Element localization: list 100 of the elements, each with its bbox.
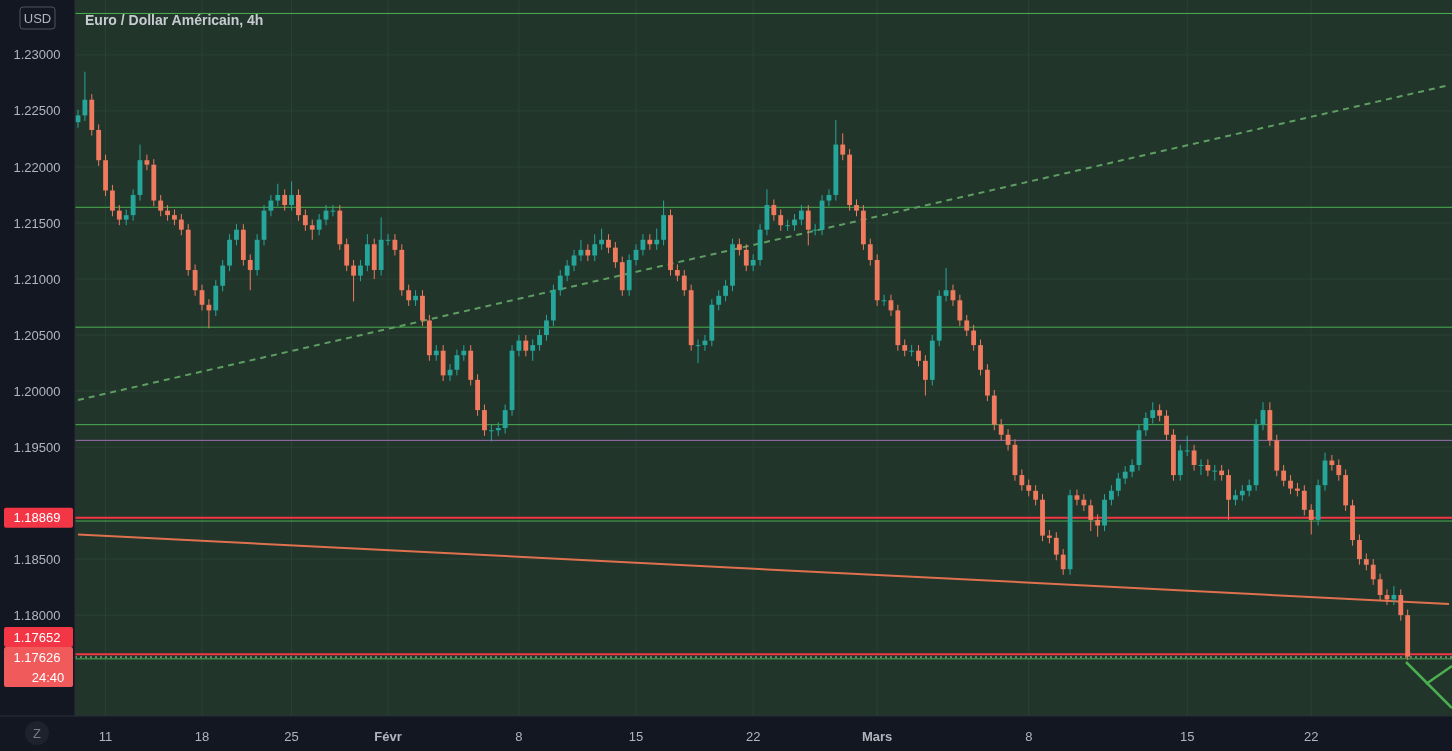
candlestick xyxy=(1081,493,1087,512)
x-tick-label: Févr xyxy=(374,728,402,744)
text: Z xyxy=(33,725,42,741)
candlestick xyxy=(805,204,811,246)
candlestick xyxy=(798,204,804,226)
y-tick-label: 1.21500 xyxy=(13,215,61,231)
x-tick-label: 22 xyxy=(1303,728,1319,744)
candlestick xyxy=(178,213,184,236)
candlestick xyxy=(330,204,336,217)
x-tick-label: 15 xyxy=(628,728,644,744)
candlestick xyxy=(1377,573,1383,602)
y-tick-label: 1.20500 xyxy=(13,327,61,343)
candlestick xyxy=(1329,454,1335,472)
candlestick xyxy=(275,183,281,207)
candlestick xyxy=(612,241,618,269)
candlestick xyxy=(144,154,150,171)
x-tick-label: 8 xyxy=(1025,728,1033,744)
candlestick xyxy=(1398,588,1404,622)
text: 24:40 xyxy=(31,669,65,685)
x-tick-label: 11 xyxy=(98,728,113,744)
candlestick xyxy=(302,209,308,232)
candlestick xyxy=(1164,409,1169,441)
x-tick-label: 8 xyxy=(515,728,523,744)
y-tick-label: 1.19500 xyxy=(13,439,61,455)
candlestick xyxy=(1109,484,1114,506)
candlestick xyxy=(358,259,363,282)
candlestick xyxy=(1205,458,1211,477)
x-tick-label: 25 xyxy=(284,728,299,744)
candlestick xyxy=(364,233,370,272)
candlestick xyxy=(282,188,288,212)
candlestick xyxy=(606,233,611,254)
y-tick-label: 1.18500 xyxy=(13,551,61,567)
y-tick-label: 1.20000 xyxy=(13,383,61,399)
candlestick xyxy=(1357,533,1362,566)
candlestick xyxy=(1288,474,1293,495)
candlestick xyxy=(537,328,542,352)
candlestick xyxy=(1191,444,1197,472)
candlestick xyxy=(1074,489,1080,506)
candlestick xyxy=(564,259,570,282)
candlestick xyxy=(998,418,1004,441)
candlestick xyxy=(523,334,529,357)
candlestick xyxy=(158,194,164,217)
candlestick xyxy=(530,339,536,362)
candlestick xyxy=(296,188,301,222)
y-tick-label: 1.22500 xyxy=(13,103,61,119)
y-tick-label: 1.22000 xyxy=(13,159,61,175)
candlestick xyxy=(116,204,122,226)
candlestick xyxy=(406,284,412,307)
candlestick xyxy=(971,324,977,352)
candlestick xyxy=(351,259,356,302)
candlestick xyxy=(1150,401,1156,425)
candlestick xyxy=(82,71,88,122)
candlestick xyxy=(571,249,577,272)
candlestick xyxy=(502,404,508,435)
candlestick xyxy=(592,233,598,262)
candlestick xyxy=(1088,499,1094,532)
candlestick xyxy=(654,228,660,251)
candlestick xyxy=(785,219,791,232)
text: Euro / Dollar Américain, 4h xyxy=(85,11,264,28)
candlestick xyxy=(344,238,350,272)
candlestick xyxy=(1212,464,1218,482)
candlestick xyxy=(268,194,274,217)
y-axis-title: USD xyxy=(23,10,52,26)
candlestick xyxy=(1391,585,1397,606)
candlestick xyxy=(309,219,315,241)
candlestick xyxy=(316,213,322,236)
candlestick xyxy=(220,259,226,292)
candlestick xyxy=(909,344,915,357)
candlestick xyxy=(778,209,784,232)
candlestick xyxy=(130,188,136,222)
candlestick xyxy=(1336,458,1342,482)
candlestick xyxy=(1281,464,1287,487)
ref-line-label: 1.18869 xyxy=(13,510,61,526)
candlestick xyxy=(1308,503,1314,535)
candlestick xyxy=(234,223,239,246)
candlestick xyxy=(1115,472,1121,497)
candlestick xyxy=(1370,558,1376,586)
candlestick xyxy=(812,223,818,236)
candlestick xyxy=(964,314,970,337)
candlestick xyxy=(1143,411,1149,437)
ref-line-label: 1.17652 xyxy=(13,629,61,645)
candlestick xyxy=(723,279,729,302)
x-tick-label: 18 xyxy=(194,728,210,744)
candlestick xyxy=(1053,531,1059,561)
x-tick-label: 22 xyxy=(745,728,761,744)
candlestick xyxy=(110,184,115,217)
y-tick-label: 1.21000 xyxy=(13,271,61,287)
x-tick-label: 15 xyxy=(1179,728,1195,744)
candlestick xyxy=(1033,484,1039,506)
candlestick xyxy=(743,243,749,272)
candlestick xyxy=(957,294,963,327)
candlestick xyxy=(916,344,921,367)
candlestick xyxy=(1095,513,1101,538)
candlestick xyxy=(557,269,563,297)
candlestick xyxy=(922,354,928,397)
candlestick xyxy=(1060,548,1066,576)
candlestick xyxy=(289,181,294,212)
candlestick xyxy=(599,228,605,251)
candlestick xyxy=(771,198,777,222)
candlestick xyxy=(1184,435,1190,457)
